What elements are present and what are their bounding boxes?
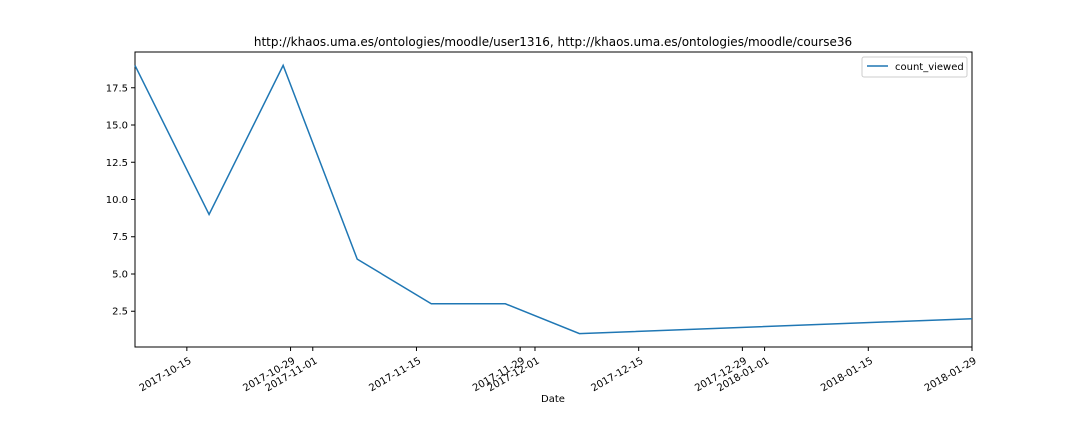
y-tick-label: 2.5 xyxy=(112,307,128,318)
x-tick-label: 2017-11-15 xyxy=(367,356,423,395)
plot-frame xyxy=(134,51,973,348)
y-tick-label: 12.5 xyxy=(106,158,128,169)
legend-label: count_viewed xyxy=(895,62,964,73)
y-tick-label: 5.0 xyxy=(112,269,128,280)
plot-area xyxy=(134,51,973,348)
y-tick-label: 17.5 xyxy=(106,83,128,94)
x-tick-label: 2018-01-29 xyxy=(923,356,979,395)
x-tick-label: 2017-12-15 xyxy=(590,356,646,395)
y-axis: 2.5 5.0 7.5 10.0 12.5 15.0 17.5 xyxy=(106,83,135,318)
y-tick-label: 7.5 xyxy=(112,232,128,243)
series-line-count-viewed xyxy=(134,63,973,335)
chart-title: http://khaos.uma.es/ontologies/moodle/us… xyxy=(254,35,852,49)
y-tick-label: 10.0 xyxy=(106,195,128,206)
legend-box xyxy=(861,56,968,78)
x-tick-label: 2018-01-15 xyxy=(819,356,875,395)
x-tick-label: 2017-10-15 xyxy=(138,356,194,395)
x-axis-label: Date xyxy=(541,394,565,405)
y-tick-label: 15.0 xyxy=(106,121,128,132)
legend: count_viewed xyxy=(861,56,968,78)
